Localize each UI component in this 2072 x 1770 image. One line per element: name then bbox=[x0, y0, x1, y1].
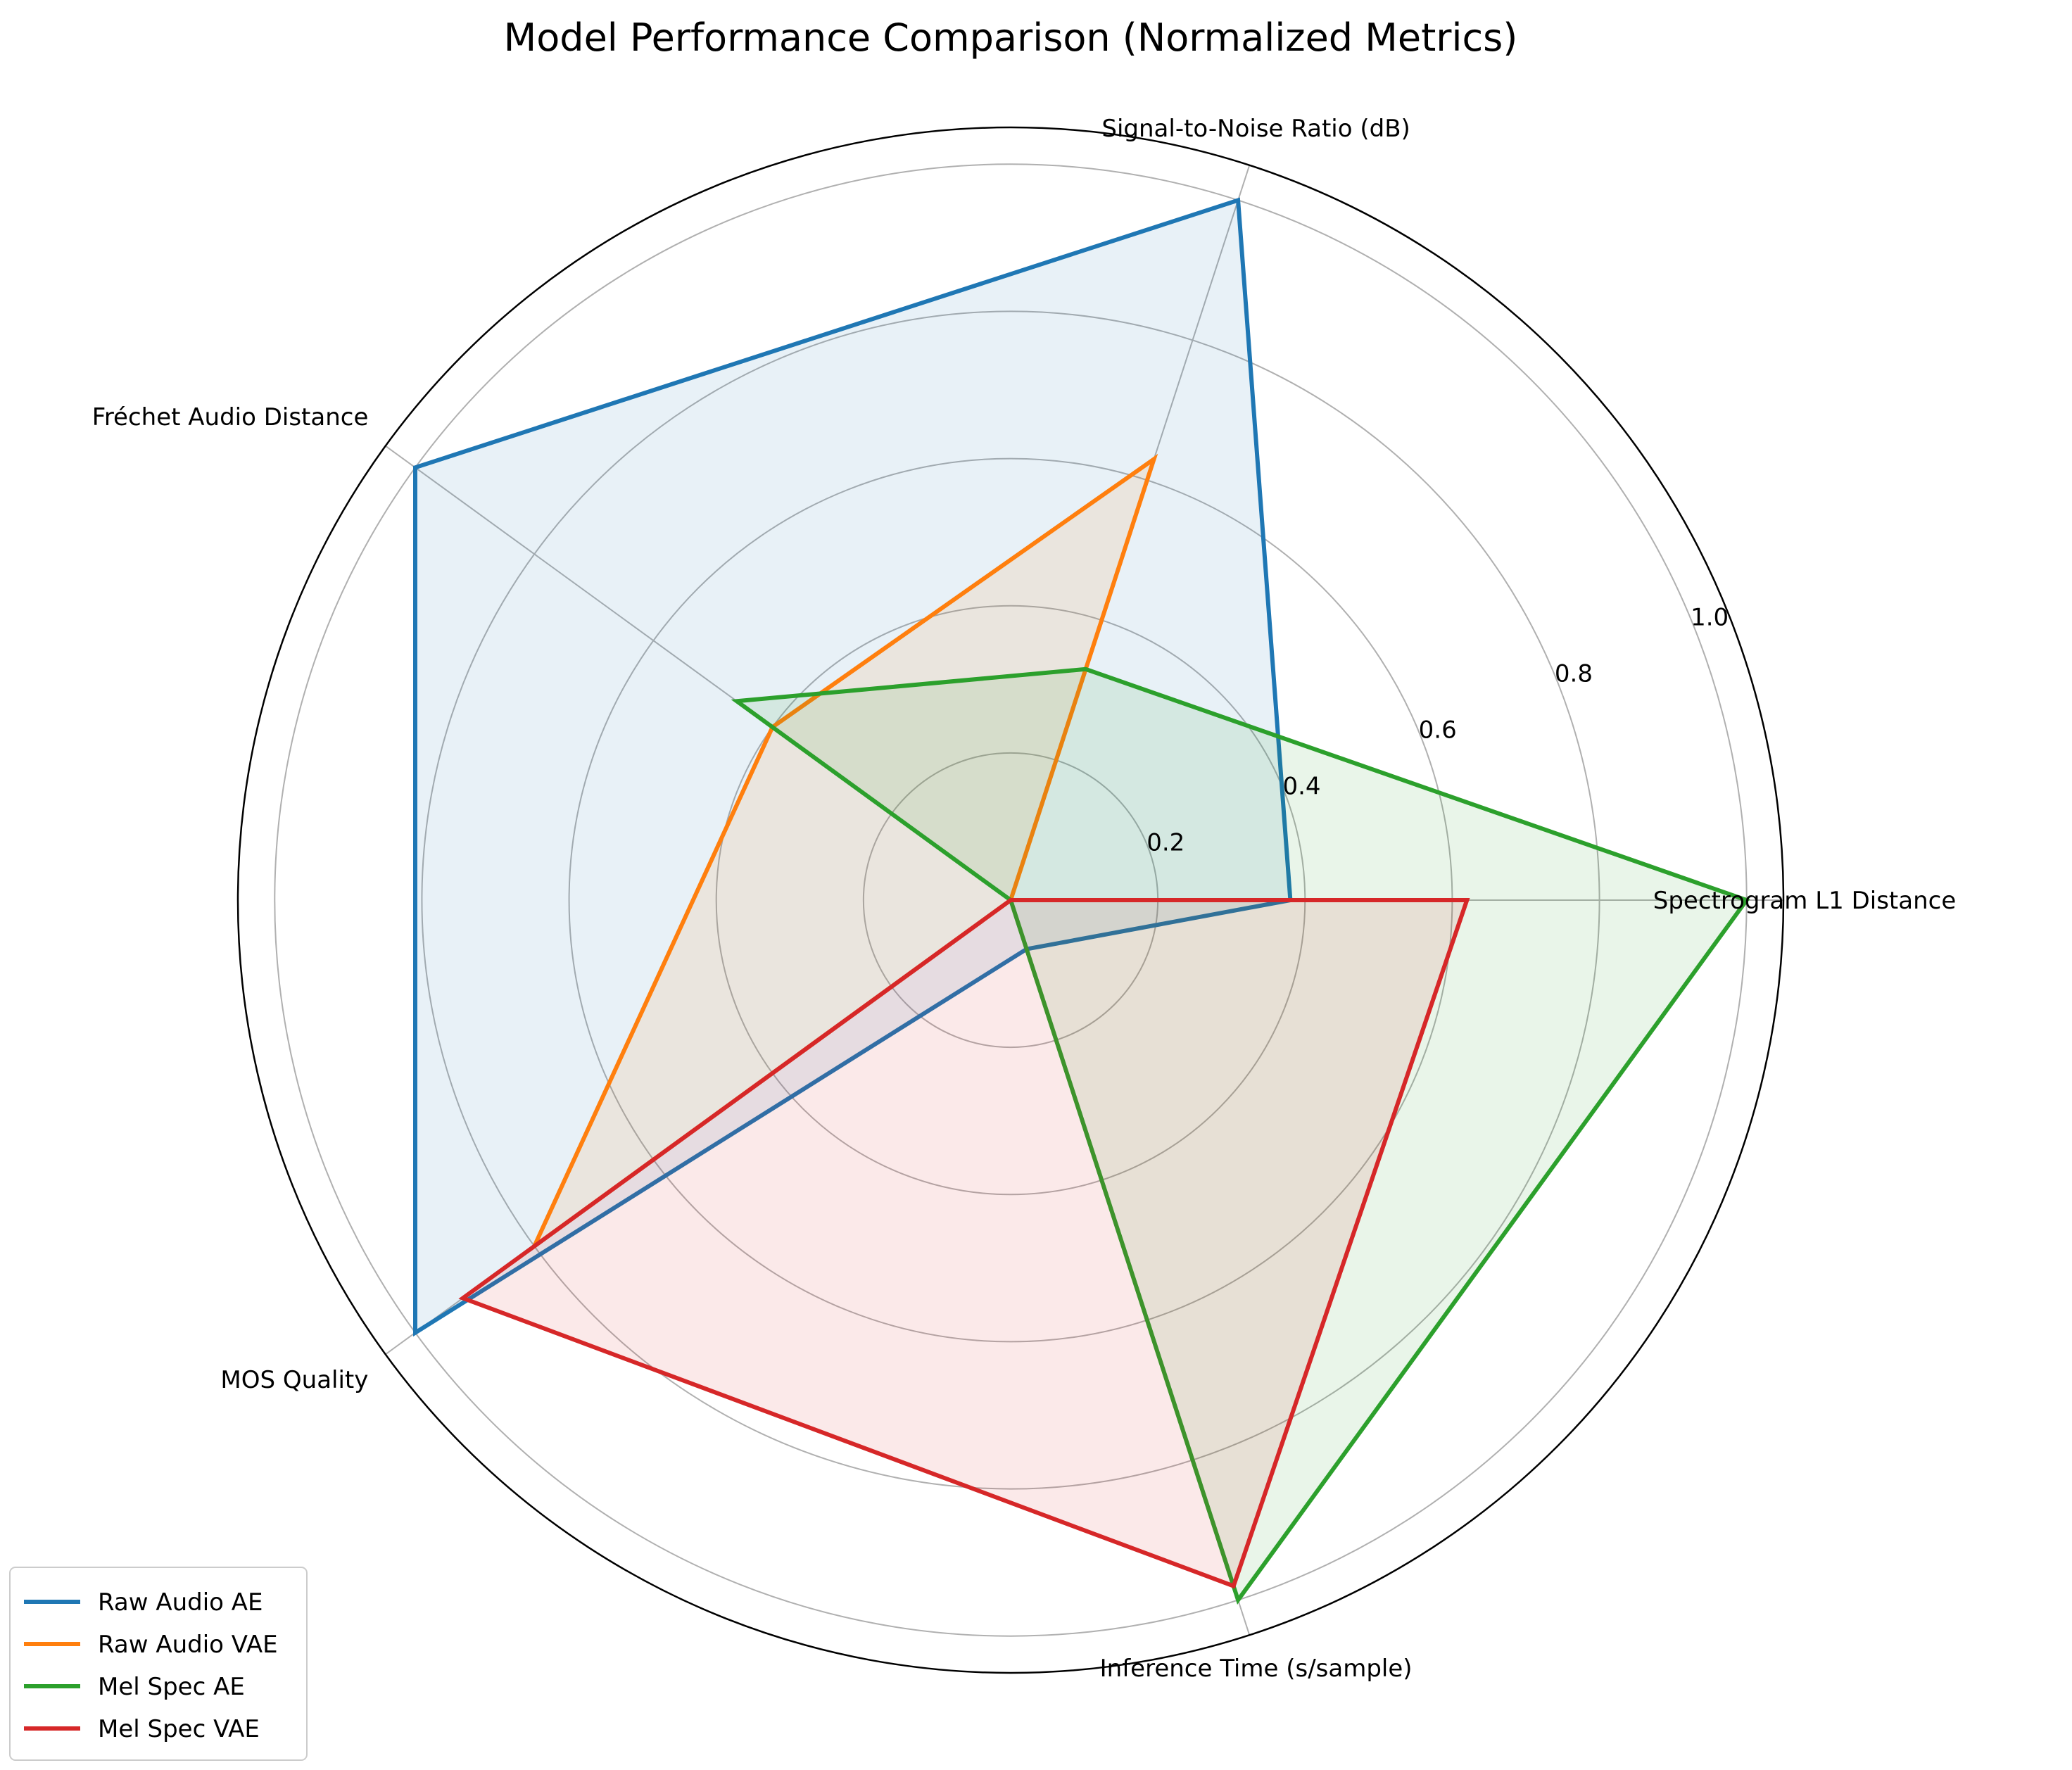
series-fill-3 bbox=[736, 669, 1747, 1600]
category-label-4: MOS Quality bbox=[220, 1366, 368, 1394]
category-label-5: Inference Time (s/sample) bbox=[1100, 1655, 1413, 1683]
outer-frame bbox=[236, 126, 1785, 1674]
category-label-1: Spectrogram L1 Distance bbox=[1653, 887, 1957, 915]
series-fill-2 bbox=[534, 459, 1154, 1246]
legend-label-2: Raw Audio VAE bbox=[98, 1631, 278, 1659]
labels: 0.2 0.4 0.6 0.8 1.0 Spectrogram L1 Distance Si… bbox=[92, 115, 1957, 1683]
legend-label-3: Mel Spec AE bbox=[98, 1673, 245, 1701]
legend-label-4: Mel Spec VAE bbox=[98, 1715, 260, 1743]
series-fill-4 bbox=[462, 900, 1467, 1586]
r-tick-label: 1.0 bbox=[1691, 603, 1729, 631]
category-label-3: Fréchet Audio Distance bbox=[92, 403, 369, 431]
legend: Raw Audio AE Raw Audio VAE Mel Spec AE Mel … bbox=[9, 1567, 308, 1761]
chart-title: Model Performance Comparison (Normalized… bbox=[504, 15, 1518, 60]
series-layer bbox=[413, 197, 1750, 1605]
series-line-3 bbox=[731, 666, 1750, 1605]
r-tick-label: 0.6 bbox=[1419, 716, 1457, 744]
series-line-4 bbox=[458, 898, 1470, 1589]
category-label-2: Signal-to-Noise Ratio (dB) bbox=[1101, 115, 1410, 143]
r-tick-label: 0.4 bbox=[1282, 772, 1320, 800]
series-line-1 bbox=[413, 197, 1293, 1337]
series-fill-1 bbox=[415, 200, 1291, 1333]
legend-frame bbox=[9, 1567, 308, 1761]
r-tick-label: 0.8 bbox=[1555, 659, 1593, 688]
r-tick-label: 0.2 bbox=[1146, 828, 1185, 856]
legend-label-1: Raw Audio AE bbox=[98, 1588, 263, 1617]
